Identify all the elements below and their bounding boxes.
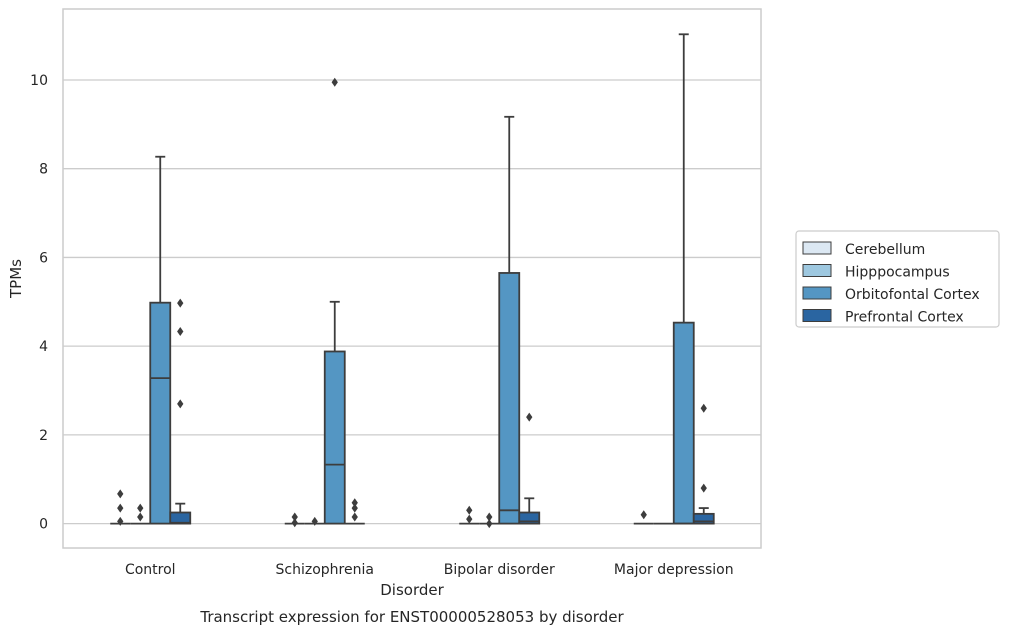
box-3-3 — [692, 403, 715, 525]
box-rect — [672, 321, 695, 525]
x-tick-label: Bipolar disorder — [444, 562, 555, 578]
outlier-point — [351, 498, 358, 508]
y-tick-label: 8 — [39, 162, 48, 178]
outlier-point — [486, 512, 493, 522]
outlier-point — [466, 514, 473, 524]
outlier-point — [331, 77, 338, 87]
legend-swatch — [802, 309, 832, 322]
outlier-point — [137, 512, 144, 522]
legend: Cerebellum Hipppocampus Orbitofontal Corte… — [795, 230, 1000, 328]
box-0-3 — [169, 298, 192, 525]
box-1-1 — [304, 516, 325, 526]
y-tick-label: 2 — [39, 428, 48, 444]
outlier-point — [291, 512, 298, 522]
outlier-point — [351, 503, 358, 513]
axis-ticks: 0 2 4 6 8 10 Control Schizophrenia Bipolar disor… — [30, 73, 733, 578]
box-0-0 — [110, 489, 131, 526]
outlier-point — [700, 403, 707, 413]
outlier-point — [311, 516, 318, 526]
outlier-point — [117, 503, 124, 513]
legend-label: Hipppocampus — [845, 265, 950, 281]
box-1-3 — [344, 498, 365, 525]
plot-area-frame — [62, 8, 762, 549]
box-2-2 — [498, 115, 521, 525]
y-tick-label: 6 — [39, 250, 48, 266]
box-rect — [518, 511, 541, 525]
box-1-0 — [284, 512, 305, 528]
y-tick-label: 10 — [30, 73, 48, 89]
outlier-point — [177, 298, 184, 308]
legend-label: Orbitofontal Cortex — [845, 287, 980, 303]
box-2-0 — [459, 505, 480, 525]
box-2-1 — [479, 512, 500, 529]
outlier-point — [486, 519, 493, 529]
box-0-2 — [149, 155, 172, 525]
box-2-3 — [518, 412, 541, 525]
outlier-point — [640, 510, 647, 520]
x-axis-label: Disorder — [380, 581, 444, 599]
box-1-2 — [323, 77, 346, 525]
box-rect — [498, 272, 521, 525]
outlier-point — [177, 327, 184, 337]
legend-swatch — [802, 264, 832, 277]
box-rect — [323, 350, 346, 525]
box-3-2 — [672, 33, 695, 525]
outlier-point — [351, 512, 358, 522]
x-tick-label: Major depression — [614, 562, 734, 578]
legend-swatch — [802, 286, 832, 300]
box-rect — [149, 301, 172, 525]
y-tick-label: 4 — [39, 339, 48, 355]
box-3-0 — [633, 510, 654, 525]
chart-caption: Transcript expression for ENST0000052805… — [199, 608, 624, 626]
y-axis-label: TPMs — [7, 259, 25, 299]
x-tick-label: Control — [125, 562, 176, 578]
outlier-point — [526, 412, 533, 422]
legend-label: Prefrontal Cortex — [845, 310, 964, 326]
outlier-point — [177, 399, 184, 409]
outlier-point — [137, 503, 144, 513]
x-tick-label: Schizophrenia — [276, 562, 374, 578]
y-tick-label: 0 — [39, 517, 48, 533]
box-marks — [110, 33, 715, 529]
box-rect — [692, 512, 715, 525]
outlier-point — [117, 516, 124, 526]
outlier-point — [466, 505, 473, 515]
outlier-point — [117, 489, 124, 499]
outlier-point — [700, 483, 707, 493]
legend-frame — [795, 230, 1000, 328]
outlier-point — [291, 518, 298, 528]
legend-swatch — [802, 241, 832, 255]
box-0-1 — [130, 503, 151, 525]
legend-label: Cerebellum — [845, 242, 925, 258]
